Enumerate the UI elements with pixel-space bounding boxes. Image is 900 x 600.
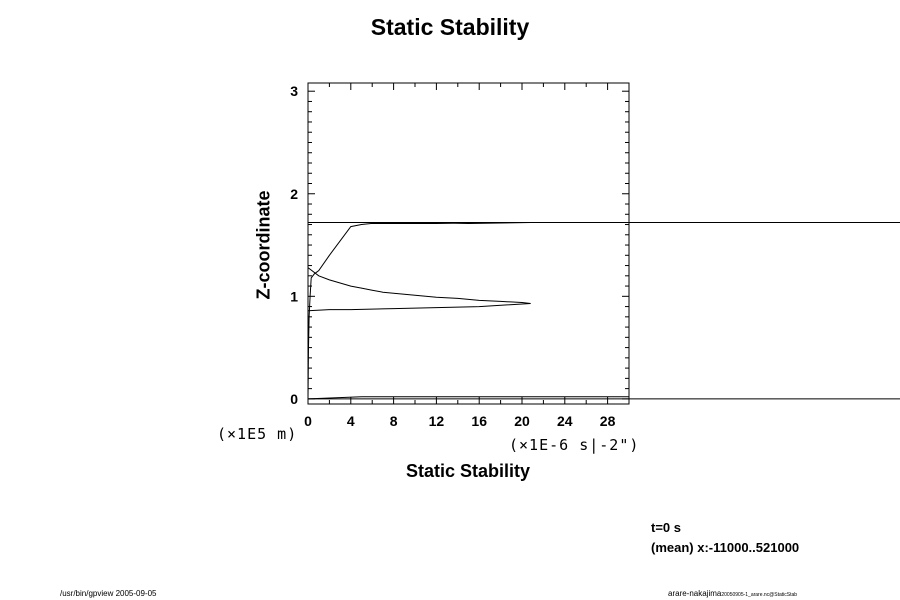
y-tick-label: 1	[290, 288, 298, 304]
y-tick-label: 2	[290, 186, 298, 202]
x-axis-label: Static Stability	[405, 461, 531, 481]
plot-frame	[307, 82, 630, 405]
footer-author: arare-nakajima20050905-1_arare.nc@Static…	[668, 589, 797, 598]
x-tick-label: 16	[471, 413, 487, 429]
x-tick-label: 12	[429, 413, 445, 429]
footer-file: 20050905-1_arare.nc@StaticStab	[721, 592, 798, 598]
series-line-2	[307, 267, 531, 304]
x-tick-label: 0	[304, 413, 312, 429]
y-axis-label: Z-coordinate	[253, 190, 274, 300]
series-line-1	[307, 222, 629, 399]
series-line-4	[307, 396, 629, 400]
x-tick-label: 8	[390, 413, 398, 429]
x-tick-label: 4	[347, 413, 355, 429]
y-unit-label: (×1E5 m)	[217, 425, 298, 443]
series-group	[307, 222, 629, 400]
time-label: t=0 s	[651, 520, 681, 535]
mean-range-label: (mean) x:-11000..521000	[651, 540, 800, 555]
x-tick-label: 24	[557, 413, 573, 429]
x-tick-label: 28	[600, 413, 616, 429]
y-tick-label: 3	[290, 83, 298, 99]
series-line-3	[307, 303, 531, 312]
x-unit-label: (×1E-6 s|-2")	[509, 436, 640, 454]
y-tick-label: 0	[290, 391, 298, 407]
chart-title: Static Stability	[370, 14, 530, 40]
footer-program: /usr/bin/gpview 2005-09-05	[60, 589, 157, 598]
x-tick-label: 20	[514, 413, 530, 429]
reference-lines	[308, 221, 900, 400]
footer-author-name: arare-nakajima	[668, 589, 722, 598]
